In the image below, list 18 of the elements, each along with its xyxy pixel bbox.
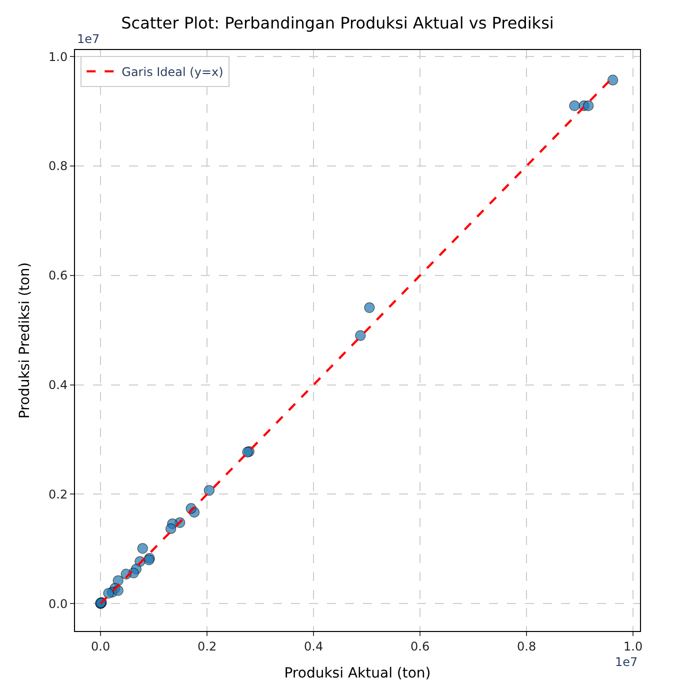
- y-tick-label: 0.4: [48, 378, 68, 392]
- y-tick-label: 0.2: [48, 487, 68, 502]
- y-tick-label: 0.6: [48, 268, 68, 283]
- x-tick-label: 0.2: [198, 639, 217, 654]
- text: 1e7: [615, 655, 638, 669]
- legend-label: Garis Ideal (y=x): [122, 64, 224, 79]
- x-tick-label: 0.0: [91, 639, 110, 654]
- x-tick-label: 1.0: [624, 639, 643, 654]
- y-axis-title: Produksi Prediksi (ton): [17, 262, 34, 419]
- x-tick-label: 0.6: [410, 639, 430, 654]
- x-axis-title: Produksi Aktual (ton): [284, 666, 431, 682]
- x-tick-label: 0.4: [304, 639, 324, 654]
- chart-title: Scatter Plot: Perbandingan Produksi Aktual vs Prediksi: [121, 13, 554, 32]
- x-tick-label: 0.8: [517, 639, 536, 654]
- y-tick-label: 0.8: [48, 159, 68, 174]
- y-tick-label: 0.0: [48, 596, 68, 611]
- y-tick-label: 1.0: [48, 50, 68, 64]
- text: 1e7: [77, 32, 100, 46]
